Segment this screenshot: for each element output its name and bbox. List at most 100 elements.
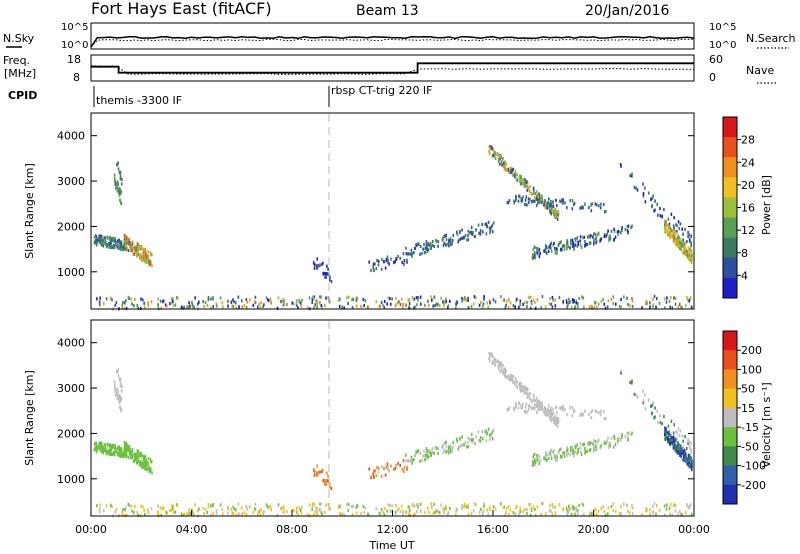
velocity-cell <box>626 432 629 436</box>
velocity-cell <box>113 383 116 388</box>
power-cell <box>408 301 411 306</box>
velocity-cell <box>232 512 235 516</box>
power-cell <box>172 297 174 301</box>
power-cell <box>385 257 388 262</box>
power-cell <box>675 238 677 243</box>
power-cell <box>568 301 570 305</box>
power-cell <box>362 298 365 302</box>
velocity-cell <box>143 465 145 469</box>
power-cell <box>449 299 451 303</box>
power-cell <box>664 220 666 224</box>
power-cell <box>329 275 331 279</box>
power-cell <box>546 206 548 210</box>
velocity-cell <box>673 423 675 427</box>
velocity-cell <box>360 511 362 515</box>
velocity-cell <box>103 509 105 513</box>
velocity-cell <box>169 509 171 513</box>
velocity-cell <box>511 379 514 383</box>
velocity-cell <box>130 504 132 508</box>
power-cell <box>103 236 105 240</box>
velocity-cell <box>378 511 381 516</box>
velocity-cell <box>594 439 597 443</box>
power-cell <box>663 207 665 212</box>
velocity-cell <box>380 507 383 512</box>
power-cell <box>409 252 412 256</box>
power-cell <box>447 304 450 308</box>
power-cell <box>324 272 326 276</box>
power-cell <box>143 301 145 305</box>
velocity-cell <box>667 424 670 428</box>
velocity-cell <box>584 450 587 454</box>
velocity-cell <box>319 507 321 511</box>
power-cell <box>525 184 527 188</box>
velocity-cell <box>673 442 675 446</box>
velocity-cell <box>665 427 667 431</box>
velocity-cell <box>552 417 554 421</box>
velocity-cell <box>595 443 597 447</box>
nsky-label: N.Sky <box>3 32 35 45</box>
power-cell <box>606 232 609 236</box>
power-cell <box>372 265 374 269</box>
power-cell <box>526 184 529 188</box>
velocity-cell <box>538 399 540 403</box>
velocity-cell <box>678 453 681 457</box>
power-cell <box>306 306 309 310</box>
power-cell <box>636 188 639 192</box>
power-cell <box>391 297 393 301</box>
power-cell <box>552 298 554 302</box>
power-cell <box>535 204 538 208</box>
velocity-cell <box>621 435 623 439</box>
velocity-cell <box>497 360 500 364</box>
power-cell <box>671 306 674 310</box>
velocity-cell <box>372 469 375 473</box>
velocity-cell <box>532 395 535 399</box>
velocity-cell <box>677 443 679 447</box>
velocity-cell <box>263 510 265 514</box>
velocity-cell <box>676 450 678 454</box>
velocity-cell <box>339 504 341 508</box>
velocity-cell <box>425 451 428 455</box>
velocity-cell <box>96 448 98 452</box>
power-cell <box>515 177 518 181</box>
velocity-cell <box>136 452 139 456</box>
power-cell <box>489 230 491 235</box>
velocity-cell <box>546 458 548 463</box>
power-cell <box>538 198 541 202</box>
power-cell <box>669 305 671 309</box>
velocity-cell <box>500 366 503 371</box>
power-cell <box>603 210 606 214</box>
power-cell <box>149 262 152 266</box>
velocity-cell <box>674 440 676 444</box>
velocity-cell <box>510 377 512 381</box>
velocity-cell <box>515 404 517 408</box>
power-cell <box>490 225 493 229</box>
velocity-cell <box>448 447 450 451</box>
velocity-cell <box>598 411 600 415</box>
power-cell <box>483 297 485 301</box>
velocity-cell <box>559 448 561 452</box>
power-cell <box>687 298 689 302</box>
power-cell <box>322 272 324 276</box>
velocity-cell <box>385 464 388 469</box>
power-cell <box>142 298 144 302</box>
nave-trace <box>90 65 695 75</box>
power-cell <box>548 302 551 306</box>
power-cell <box>653 294 656 298</box>
velocity-cell <box>320 502 322 506</box>
power-cell <box>550 202 553 206</box>
velocity-cell <box>402 509 404 513</box>
velocity-cell <box>504 513 506 517</box>
power-cell <box>268 299 270 303</box>
velocity-cell <box>571 445 574 449</box>
velocity-cell <box>145 464 147 468</box>
velocity-colorbar-label: Velocity [m s⁻¹] <box>760 382 773 467</box>
power-cell <box>429 241 432 245</box>
velocity-cell <box>324 482 326 486</box>
power-cell <box>517 199 520 203</box>
velocity-cell <box>109 449 111 453</box>
power-cell <box>120 182 123 186</box>
velocity-cell <box>574 446 577 450</box>
power-cell <box>116 189 119 193</box>
velocity-cell <box>519 510 521 514</box>
power-cell <box>575 301 577 305</box>
